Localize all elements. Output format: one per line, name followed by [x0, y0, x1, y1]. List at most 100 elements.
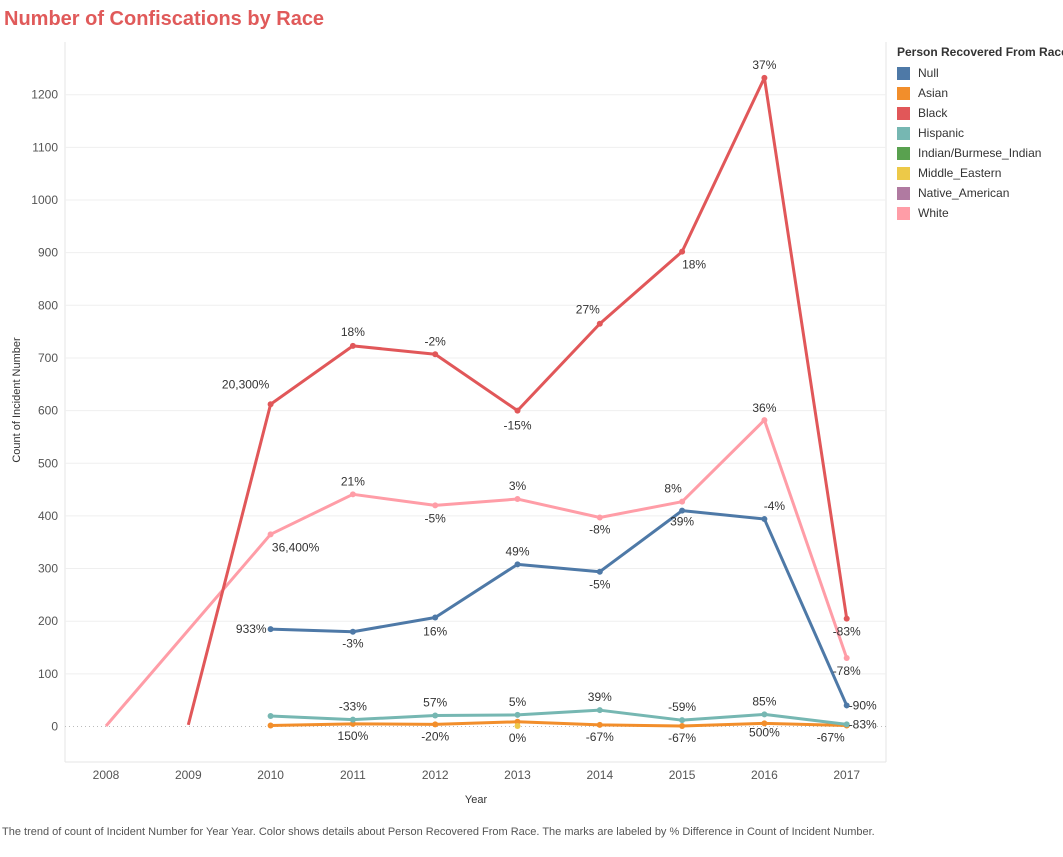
x-tick-label: 2017 [833, 768, 860, 782]
legend-label: Asian [918, 86, 949, 100]
data-label-hispanic: 85% [752, 694, 776, 708]
data-point-null [432, 614, 439, 621]
legend-item-asian[interactable]: Asian [897, 83, 1063, 103]
chart-title: Number of Confiscations by Race [4, 8, 325, 30]
data-point-white [514, 496, 521, 503]
series-line-null [270, 509, 849, 707]
data-point-white [596, 514, 603, 521]
data-label-white: 8% [664, 482, 682, 496]
data-point-black [596, 320, 603, 327]
y-tick-label: 0 [51, 720, 58, 734]
legend-swatch [897, 126, 910, 140]
data-label-middle-eastern: 0% [509, 731, 527, 745]
legend-item-hispanic[interactable]: Hispanic [897, 123, 1063, 143]
data-point-hispanic [843, 721, 850, 728]
data-label-hispanic: 5% [509, 695, 527, 709]
data-point-hispanic [761, 711, 768, 718]
y-tick-label: 1200 [31, 88, 58, 102]
data-label-null: -5% [589, 578, 611, 592]
data-label-hispanic: -83% [849, 717, 877, 731]
data-point-null [843, 702, 850, 709]
data-point-white [349, 491, 356, 498]
data-label-black: 18% [341, 325, 365, 339]
y-tick-label: 1100 [32, 140, 58, 154]
data-label-null: 16% [423, 625, 447, 639]
data-point-null [514, 561, 521, 568]
data-point-null [267, 626, 274, 633]
data-point-white [761, 417, 768, 424]
legend-label: Indian/Burmese_Indian [918, 146, 1042, 160]
data-point-hispanic [596, 707, 603, 714]
data-point-black [514, 407, 521, 414]
y-tick-label: 300 [38, 562, 58, 576]
data-point-white [843, 655, 850, 662]
legend-swatch [897, 206, 910, 220]
x-tick-label: 2010 [257, 768, 284, 782]
data-point-white [267, 531, 274, 538]
legend-item-null[interactable]: Null [897, 63, 1063, 83]
data-label-null: -90% [849, 698, 877, 712]
data-label-hispanic: -33% [339, 700, 367, 714]
legend-swatch [897, 166, 910, 180]
y-axis-title: Count of Incident Number [11, 337, 23, 463]
data-label-white: -8% [589, 522, 611, 536]
data-point-white [679, 498, 686, 505]
data-point-null [596, 568, 603, 575]
data-point-asian [596, 721, 603, 728]
legend-label: Hispanic [918, 126, 965, 140]
legend-item-white[interactable]: White [897, 203, 1063, 223]
y-tick-label: 600 [38, 404, 58, 418]
data-point-black [267, 401, 274, 408]
legend-item-middle-eastern[interactable]: Middle_Eastern [897, 163, 1063, 183]
series-line-white [104, 418, 849, 727]
data-label-null: -3% [342, 637, 364, 651]
data-point-white [432, 502, 439, 509]
line-chart: 0 100 200 300 400 500 600 700 800 900 1000 1100 1200… [11, 42, 887, 806]
data-label-null: 39% [670, 515, 694, 529]
x-tick-label: 2013 [504, 768, 531, 782]
legend-swatch [897, 106, 910, 120]
data-label-black: -15% [503, 419, 531, 433]
data-label-white: 36,400% [272, 540, 320, 554]
x-tick-label: 2016 [751, 768, 778, 782]
legend-items: Null Asian Black Hispanic Indian/Burmese_Ind… [897, 63, 1063, 223]
legend-item-black[interactable]: Black [897, 103, 1063, 123]
y-tick-label: 100 [38, 667, 58, 681]
legend-swatch [897, 86, 910, 100]
legend-swatch [897, 146, 910, 160]
data-label-black: -2% [425, 334, 447, 348]
data-label-black: -83% [833, 625, 861, 639]
data-point-asian [679, 722, 686, 729]
legend-item-native-american[interactable]: Native_American [897, 183, 1063, 203]
legend-label: Black [918, 106, 948, 120]
legend-item-indian-burmese-indian[interactable]: Indian/Burmese_Indian [897, 143, 1063, 163]
data-label-asian: 500% [749, 725, 780, 739]
data-label-white: -5% [425, 511, 447, 525]
legend-swatch [897, 66, 910, 80]
data-label-hispanic: 57% [423, 695, 447, 709]
data-label-asian: -67% [668, 731, 696, 745]
data-label-asian: -67% [817, 730, 845, 744]
data-point-hispanic [432, 712, 439, 719]
data-label-asian: -20% [421, 729, 449, 743]
x-tick-label: 2008 [93, 768, 120, 782]
data-label-asian: -67% [586, 730, 614, 744]
data-point-null [761, 516, 768, 523]
series-line-hispanic [270, 708, 847, 726]
data-point-hispanic [514, 711, 521, 718]
data-label-null: 49% [505, 544, 529, 558]
data-label-hispanic: 39% [588, 690, 612, 704]
data-label-white: 3% [509, 479, 527, 493]
data-point-null [679, 507, 686, 514]
legend: Person Recovered From Race Null Asian Blac… [897, 45, 1063, 223]
chart-caption: The trend of count of Incident Number fo… [2, 826, 875, 838]
data-point-asian [514, 718, 521, 725]
legend-title: Person Recovered From Race [897, 45, 1063, 59]
data-label-black: 20,300% [222, 377, 270, 391]
data-point-black [432, 351, 439, 358]
legend-swatch [897, 186, 910, 200]
y-tick-label: 900 [38, 246, 58, 260]
data-point-black [349, 342, 356, 349]
x-tick-label: 2014 [586, 768, 613, 782]
data-point-black [843, 615, 850, 622]
